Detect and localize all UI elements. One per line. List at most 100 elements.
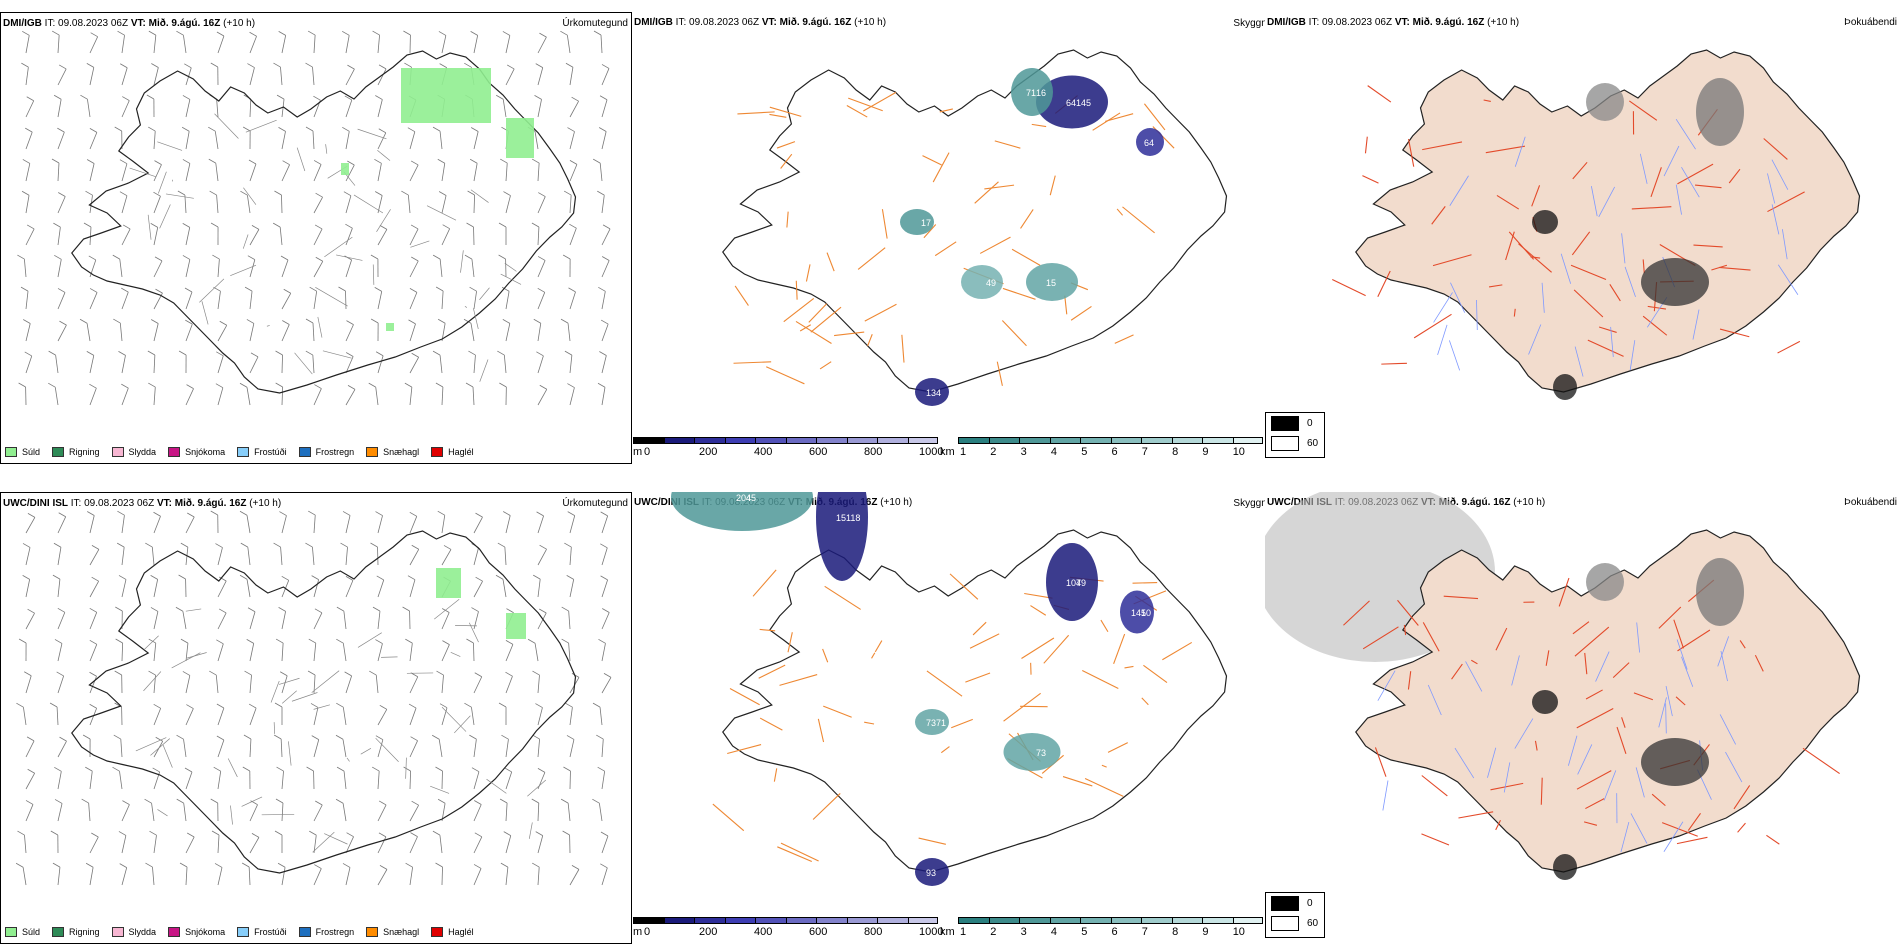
wind-barb <box>409 643 413 662</box>
wind-barb <box>185 388 194 406</box>
wind-barb <box>185 708 194 726</box>
legend-label: Súld <box>22 927 41 937</box>
legend-label: Frostregn <box>315 447 355 457</box>
wind-barb-flag <box>112 766 120 772</box>
road <box>1534 740 1538 751</box>
wind-barb <box>249 611 256 630</box>
wind-barb-flag <box>311 575 319 580</box>
wind-barb <box>473 739 477 758</box>
fog-value: 60 <box>1307 437 1319 449</box>
road <box>881 209 888 239</box>
wind-barb-flag <box>403 766 411 772</box>
wind-barb-flag <box>375 735 384 741</box>
wind-barb-flag <box>563 190 572 196</box>
wind-barb-flag <box>369 670 377 676</box>
wind-barb <box>441 612 450 630</box>
road <box>1495 627 1508 651</box>
wind-barb-flag <box>91 545 100 550</box>
wind-barb-flag <box>336 702 344 708</box>
road <box>464 305 468 308</box>
wind-barb <box>473 580 483 598</box>
visibility-label: Skyggni <box>1233 18 1269 29</box>
visibility-panel-row1: DMI/IGB IT: 09.08.2023 06Z VT: Mið. 9.ág… <box>632 12 1272 464</box>
road <box>867 334 873 347</box>
road <box>1677 163 1714 185</box>
visibility-value: 71 <box>1026 88 1036 98</box>
wind-barb <box>473 771 480 790</box>
road <box>1545 650 1550 666</box>
river <box>1450 282 1466 313</box>
road <box>922 155 942 166</box>
wind-barb <box>439 259 443 278</box>
wind-barb <box>345 356 354 374</box>
wind-barb-flag <box>248 159 257 165</box>
wind-barb <box>153 196 161 214</box>
wind-barb <box>473 804 482 822</box>
wind-barb-flag <box>248 703 257 709</box>
wind-barb-flag <box>54 766 62 772</box>
wind-barb-flag <box>562 830 570 836</box>
wind-barb <box>153 164 162 182</box>
legend-item: Frostregn <box>298 927 354 937</box>
wind-barb-flag <box>276 94 285 100</box>
fog-area <box>1641 738 1709 786</box>
road <box>242 234 249 249</box>
road <box>1443 595 1479 600</box>
wind-barb-flag <box>435 382 444 388</box>
wind-barb-flag <box>18 382 26 388</box>
wind-barb <box>345 836 354 854</box>
legend-label: Snæhagl <box>383 927 420 937</box>
wind-barb-flag <box>497 542 506 548</box>
wind-barb <box>569 869 580 886</box>
wind-barb <box>377 709 388 726</box>
wind-barb-flag <box>241 862 250 868</box>
wind-barb <box>312 131 315 150</box>
precip-legend: Súld Rigning Slydda Snjókoma Frostúði Frostre… <box>5 927 486 937</box>
wind-barb-flag <box>566 735 575 740</box>
road <box>1107 742 1128 753</box>
fog-panel-row1: DMI/IGB IT: 09.08.2023 06Z VT: Mið. 9.ág… <box>1265 12 1900 464</box>
wind-barb-flag <box>370 318 379 324</box>
wind-barb <box>601 260 610 278</box>
wind-barb <box>569 291 576 310</box>
wind-barb <box>601 515 609 534</box>
wind-barb <box>568 643 571 662</box>
wind-barb-flag <box>410 736 418 742</box>
wind-barb-flag <box>437 798 446 804</box>
wind-barb-flag <box>405 638 413 644</box>
colorbar-segment <box>694 917 725 924</box>
wind-barb <box>313 707 319 726</box>
wind-barb-flag <box>57 127 65 133</box>
wind-barb <box>25 228 35 246</box>
wind-barb <box>441 549 452 566</box>
wind-barb <box>599 707 603 726</box>
wind-barb <box>281 867 286 886</box>
wind-barb-flag <box>502 319 511 324</box>
wind-barb-flag <box>411 800 419 806</box>
wind-barb-flag <box>309 830 317 836</box>
wind-barb <box>409 836 418 854</box>
wind-barb <box>281 771 284 790</box>
wind-barb-flag <box>376 575 384 581</box>
wind-barb <box>184 195 187 214</box>
wind-barb-flag <box>308 638 316 644</box>
wind-barb <box>121 388 129 406</box>
wind-barb-flag <box>566 575 574 580</box>
legend-label: Súld <box>22 447 41 457</box>
wind-barb <box>345 867 351 886</box>
wind-barb-flag <box>505 640 514 645</box>
wind-barb-flag <box>314 224 323 230</box>
wind-barb-flag <box>154 256 163 262</box>
legend-item: Frostregn <box>298 447 355 457</box>
wind-barb-flag <box>178 350 187 356</box>
wind-barb <box>342 803 347 822</box>
wind-barb-flag <box>56 671 64 677</box>
road <box>450 652 461 657</box>
wind-barb-flag <box>497 350 505 356</box>
wind-barb-flag <box>342 126 350 132</box>
wind-barb <box>537 835 544 854</box>
wind-barb-flag <box>592 798 600 804</box>
wind-barb-flag <box>177 190 186 196</box>
colorbar-segment <box>1202 917 1233 924</box>
wind-barb <box>601 677 612 694</box>
